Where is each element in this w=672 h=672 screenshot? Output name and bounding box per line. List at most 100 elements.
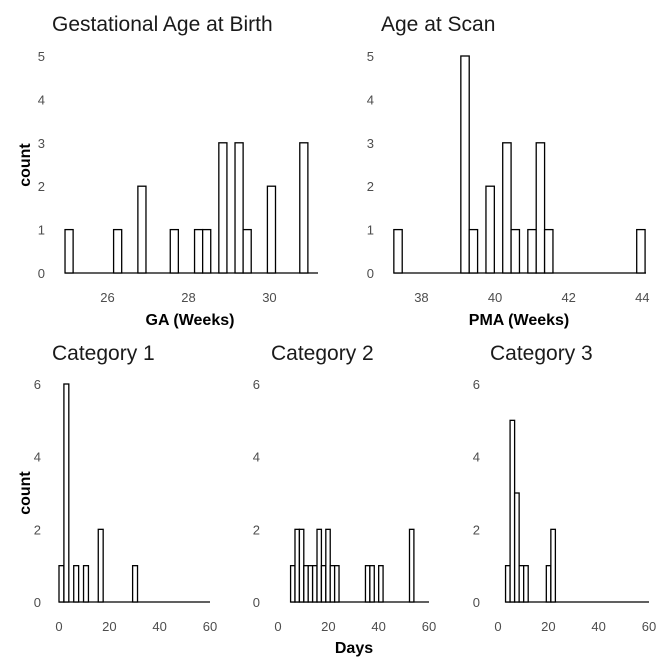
x-tick-label: 30 [262, 290, 276, 305]
y-tick-label: 2 [367, 179, 374, 194]
histogram-bar [58, 565, 65, 603]
y-tick-label: 0 [34, 595, 41, 610]
x-tick-label: 0 [55, 619, 62, 634]
histogram-bar [513, 492, 520, 603]
histogram-bar [169, 228, 180, 274]
histogram-bar [311, 565, 318, 603]
histogram-bar [64, 228, 74, 274]
x-axis-label: GA (Weeks) [146, 312, 235, 329]
histogram-bar [325, 528, 331, 603]
histogram-bar [504, 565, 511, 603]
histogram-bar [298, 528, 305, 603]
x-tick-label: 38 [414, 290, 428, 305]
y-tick-label: 6 [473, 377, 480, 392]
histogram-bar [364, 565, 371, 603]
y-tick-label: 2 [38, 179, 45, 194]
y-tick-label: 1 [38, 223, 45, 238]
y-tick-label: 4 [34, 450, 41, 465]
x-tick-label: 40 [591, 619, 605, 634]
histogram-bar [333, 565, 340, 603]
histogram-bar [218, 142, 228, 274]
y-tick-label: 3 [367, 136, 374, 151]
histogram-bar [636, 228, 646, 274]
y-tick-label: 6 [253, 377, 260, 392]
x-tick-label: 0 [274, 619, 281, 634]
histogram-bar [137, 185, 147, 274]
x-tick-label: 28 [181, 290, 195, 305]
histogram-bar [73, 565, 80, 603]
histogram-bar [523, 565, 529, 603]
y-tick-label: 4 [38, 92, 45, 107]
panel-title: Category 1 [52, 342, 155, 365]
x-tick-label: 44 [635, 290, 649, 305]
x-tick-label: 60 [203, 619, 217, 634]
histogram-bar [131, 565, 139, 603]
x-tick-label: 40 [152, 619, 166, 634]
histogram-bar [303, 565, 309, 603]
histogram-bar [460, 55, 470, 274]
histogram-bar [307, 565, 314, 603]
x-tick-label: 20 [541, 619, 555, 634]
panel-title: Age at Scan [381, 13, 495, 36]
y-tick-label: 2 [253, 522, 260, 537]
y-tick-label: 2 [34, 522, 41, 537]
histogram-bar [242, 228, 252, 274]
x-tick-label: 26 [100, 290, 114, 305]
y-tick-label: 4 [367, 92, 374, 107]
histogram-bar [509, 419, 516, 603]
histogram-bar [535, 142, 546, 274]
histogram-bar [97, 528, 104, 603]
histogram-bar [378, 565, 384, 603]
x-axis-label: PMA (Weeks) [469, 312, 569, 329]
histogram-bar [63, 383, 70, 603]
y-tick-label: 0 [253, 595, 260, 610]
x-tick-label: 60 [422, 619, 436, 634]
histogram-bar [468, 228, 479, 274]
histogram-bar [510, 228, 521, 274]
histogram-bar [289, 565, 296, 603]
histogram-bar [201, 228, 212, 274]
panel-title: Gestational Age at Birth [52, 13, 273, 36]
x-tick-label: 20 [321, 619, 335, 634]
panel-title: Category 2 [271, 342, 374, 365]
y-tick-label: 5 [367, 49, 374, 64]
y-tick-label: 0 [367, 266, 374, 281]
histogram-bar [112, 228, 123, 274]
histogram-bar [502, 142, 512, 274]
y-axis-label: count [17, 471, 34, 515]
histogram-bar [82, 565, 90, 603]
histogram-bar [527, 228, 537, 274]
x-tick-label: 40 [488, 290, 502, 305]
y-tick-label: 3 [38, 136, 45, 151]
y-tick-label: 0 [473, 595, 480, 610]
histogram-bar [369, 565, 375, 603]
histogram-bar [550, 528, 557, 603]
histogram-bar [408, 528, 415, 603]
histogram-bar [294, 528, 301, 603]
histogram-bar [320, 565, 327, 603]
y-tick-label: 1 [367, 223, 374, 238]
y-tick-label: 0 [38, 266, 45, 281]
y-tick-label: 5 [38, 49, 45, 64]
x-tick-label: 20 [102, 619, 116, 634]
histogram-bar [518, 565, 525, 603]
x-tick-label: 42 [561, 290, 575, 305]
x-tick-label: 0 [494, 619, 501, 634]
histogram-bar [299, 142, 309, 274]
x-tick-label: 60 [642, 619, 656, 634]
x-axis-label: Days [335, 640, 373, 657]
histogram-bar [329, 565, 336, 603]
histogram-bar [266, 185, 277, 274]
y-tick-label: 6 [34, 377, 41, 392]
histogram-bar [545, 565, 552, 603]
y-tick-label: 4 [473, 450, 480, 465]
x-tick-label: 40 [371, 619, 385, 634]
histogram-bar [316, 528, 323, 603]
y-tick-label: 2 [473, 522, 480, 537]
histogram-bar [193, 228, 204, 274]
histogram-bar [393, 228, 403, 274]
histogram-bar [234, 142, 244, 274]
panel-title: Category 3 [490, 342, 593, 365]
histogram-bar [485, 185, 495, 274]
